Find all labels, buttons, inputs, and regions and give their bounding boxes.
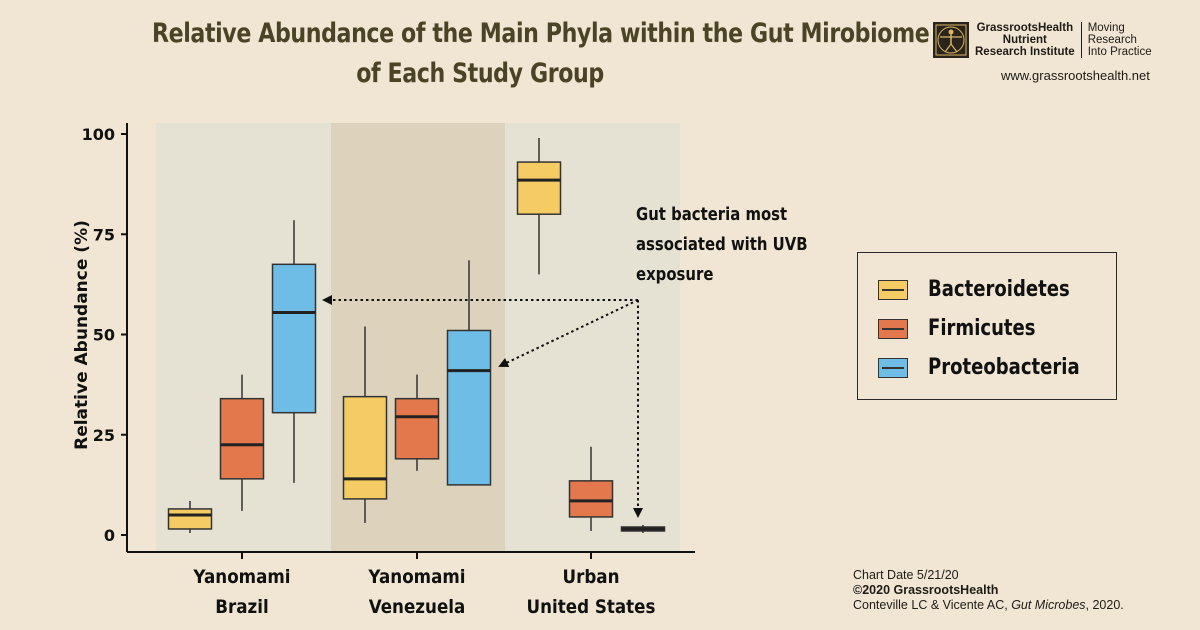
x-category-line1: Yanomami [368,566,466,588]
legend-label: Firmicutes [928,316,1036,341]
box-iqr [568,480,614,518]
x-category-label: Yanomami Venezuela [347,562,488,622]
legend-item-proteobacteria: Proteobacteria [878,355,1113,380]
y-tick-label: 100 [82,125,115,144]
box-iqr [219,397,265,480]
y-tick-label: 75 [93,225,115,244]
y-tick-label: 50 [93,326,115,345]
org-url[interactable]: www.grassrootshealth.net [1001,68,1150,83]
chart-title: Relative Abundance of the Main Phyla wit… [152,14,930,94]
citation-year: , 2020. [1085,598,1124,612]
tagline-line2: Research [1087,34,1137,46]
copyright: ©2020 GrassrootsHealth [853,583,999,597]
annotation-line3: exposure [636,265,714,285]
annotation-arrow [498,299,639,368]
box-iqr [394,397,440,460]
legend-label: Proteobacteria [928,355,1080,380]
y-tick-label: 25 [93,426,115,445]
y-axis-label: Relative Abundance (%) [72,220,92,450]
legend-swatch [878,279,908,300]
box-iqr [446,329,492,486]
box-iqr [342,395,388,500]
y-tick-label: 0 [104,526,115,545]
chart-date: Chart Date 5/21/20 [853,568,959,582]
x-category-label: Yanomami Brazil [172,562,313,622]
org-name-line3: Research Institute [975,46,1075,58]
x-category-line1: Yanomami [193,566,291,588]
citation: Conteville LC & Vicente AC, Gut Microbes… [853,598,1124,613]
box-iqr [167,508,213,530]
legend-item-firmicutes: Firmicutes [878,316,1059,341]
box-iqr [271,263,317,414]
x-category-line1: Urban [562,566,620,588]
legend-label: Bacteroidetes [928,277,1070,302]
chart-legend: Bacteroidetes Firmicutes Proteobacteria [857,252,1117,400]
org-name-line2: Nutrient [1002,34,1047,46]
uvb-annotation: Gut bacteria most associated with UVB ex… [636,200,808,290]
legend-swatch [878,357,908,378]
tagline-line1: Moving [1087,22,1125,34]
org-logo[interactable]: GrassrootsHealth Nutrient Research Insti… [933,22,1152,58]
chart-title-line1: Relative Abundance of the Main Phyla wit… [152,18,930,49]
chart-credits: Chart Date 5/21/20 ©2020 GrassrootsHealt… [853,568,1124,613]
vitruvian-man-icon [933,22,969,58]
x-category-line2: Venezuela [368,596,466,618]
tagline-line3: Into Practice [1087,46,1152,58]
org-name-line1: GrassrootsHealth [976,22,1074,34]
x-category-line2: United States [526,596,656,618]
legend-swatch [878,318,908,339]
chart-title-line2: of Each Study Group [356,58,604,89]
x-category-line2: Brazil [215,596,269,618]
org-tagline: Moving Research Into Practice [1082,22,1152,58]
citation-authors: Conteville LC & Vicente AC, [853,598,1012,612]
citation-journal: Gut Microbes [1011,598,1086,612]
legend-item-bacteroidetes: Bacteroidetes [878,277,1101,302]
annotation-line2: associated with UVB [636,235,808,255]
org-name: GrassrootsHealth Nutrient Research Insti… [975,22,1082,58]
annotation-line1: Gut bacteria most [636,205,788,225]
x-category-label: Urban United States [521,562,662,622]
box-iqr [516,161,562,215]
